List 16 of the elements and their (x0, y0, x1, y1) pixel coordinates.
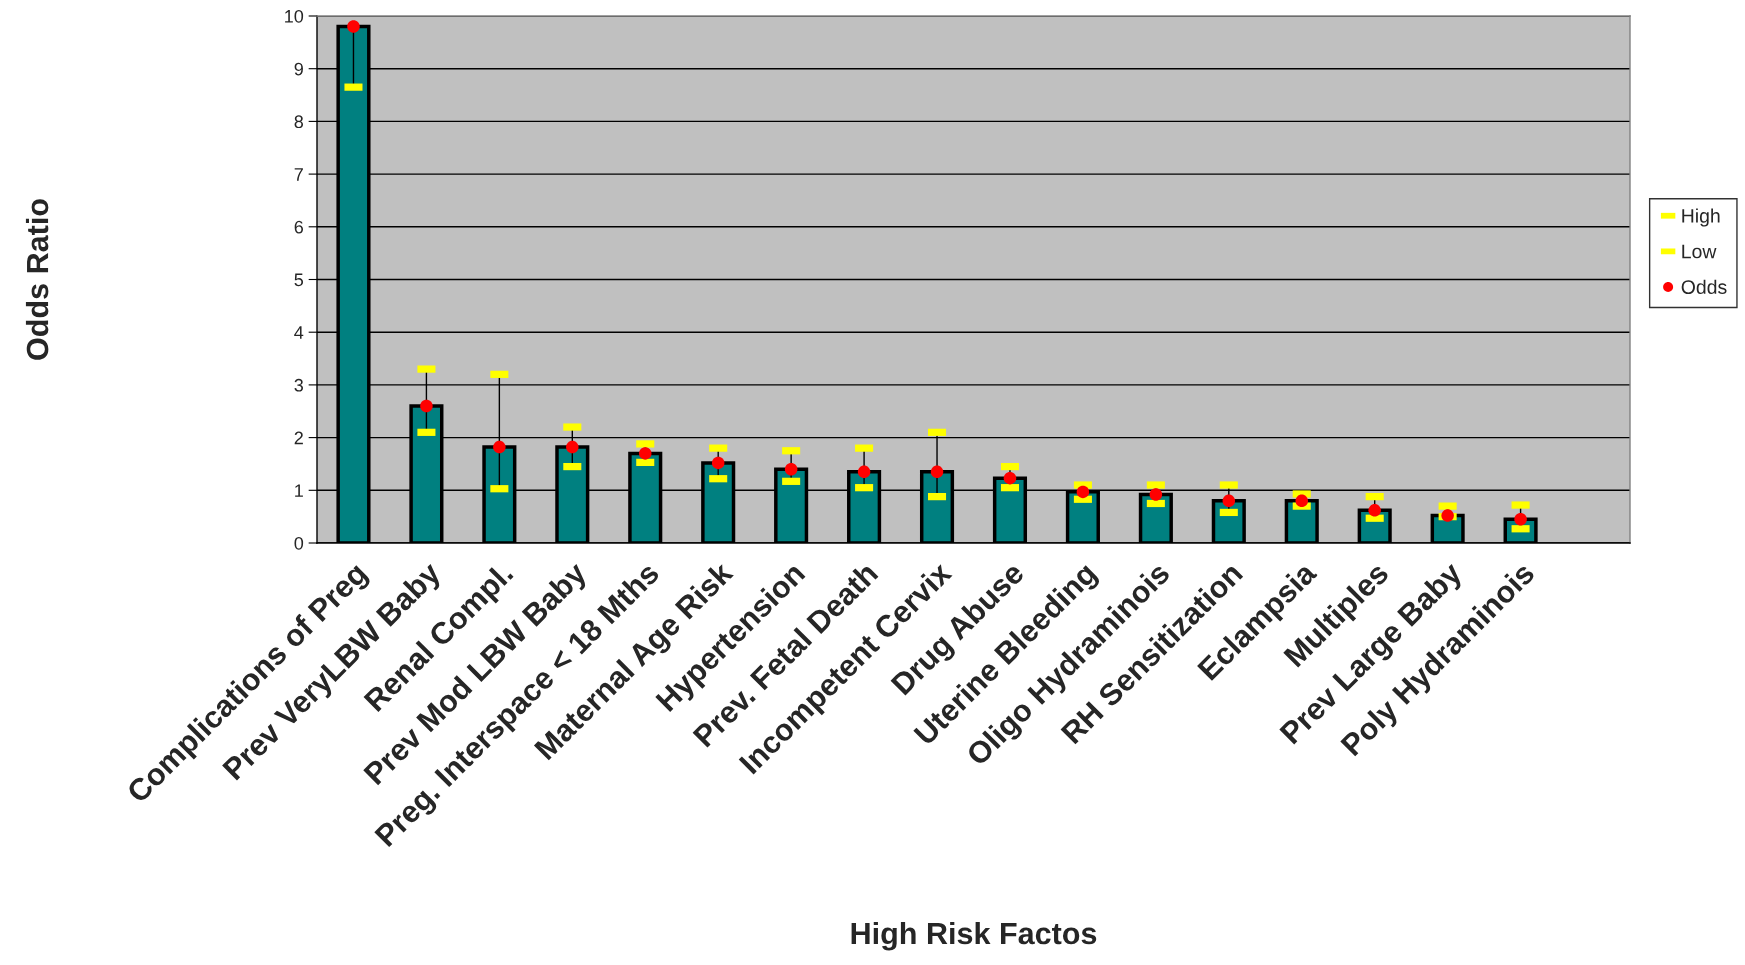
y-tick-label: 2 (294, 431, 303, 445)
y-axis-title: Odds Ratio (25, 199, 49, 360)
y-tick-label: 4 (294, 326, 304, 339)
legend-label: Odds (1681, 279, 1727, 294)
y-tick-label: 5 (294, 273, 304, 287)
y-tick-label: 10 (285, 9, 304, 23)
y-tick-label: 0 (294, 536, 304, 550)
y-tick-label: 7 (294, 168, 303, 181)
x-axis-title: High Risk Factos (851, 921, 1097, 951)
legend-label: Low (1682, 244, 1717, 259)
y-tick-label: 9 (294, 62, 303, 76)
y-tick-label: 1 (295, 484, 303, 497)
legend-label: High (1682, 208, 1720, 227)
y-tick-label: 6 (294, 220, 304, 234)
y-tick-label: 8 (294, 115, 304, 129)
y-tick-label: 3 (294, 378, 304, 392)
